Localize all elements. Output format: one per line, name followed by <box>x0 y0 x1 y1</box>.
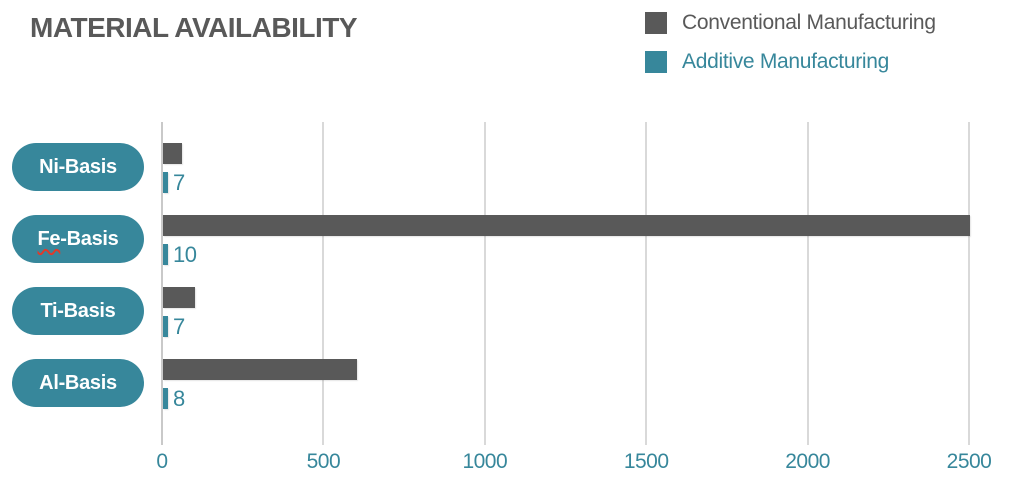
category-pill-label: Ti-Basis <box>40 299 116 322</box>
additive-bar <box>163 244 168 265</box>
additive-swatch-icon <box>645 51 667 73</box>
additive-value-label: 7 <box>173 170 185 195</box>
gridline <box>968 122 970 445</box>
category-pill: Fe-Basis <box>12 215 144 263</box>
x-tick-label: 0 <box>156 450 168 473</box>
legend-item-conventional: Conventional Manufacturing <box>645 11 936 34</box>
legend-item-additive: Additive Manufacturing <box>645 50 936 73</box>
additive-bar <box>163 388 168 409</box>
x-tick-label: 1000 <box>462 450 508 473</box>
additive-bar <box>163 316 168 337</box>
spellcheck-squiggle: Fe <box>37 227 61 250</box>
category-pill: Al-Basis <box>12 359 144 407</box>
additive-value-label: 7 <box>173 314 185 339</box>
additive-value-label: 10 <box>173 242 197 267</box>
category-pill: Ti-Basis <box>12 287 144 335</box>
conventional-bar <box>163 143 182 164</box>
category-pill-label: Al-Basis <box>39 371 117 394</box>
category-pill-label: Ni-Basis <box>39 155 117 178</box>
x-tick-label: 1500 <box>623 450 669 473</box>
gridline <box>483 122 486 445</box>
conventional-bar <box>163 215 970 236</box>
x-tick-label: 2000 <box>785 450 830 473</box>
legend-label-additive: Additive Manufacturing <box>682 50 890 73</box>
additive-bar <box>163 172 168 193</box>
conventional-swatch-icon <box>645 12 667 34</box>
legend: Conventional Manufacturing Additive Manu… <box>645 11 936 73</box>
category-pill: Ni-Basis <box>12 143 144 191</box>
axis-line <box>161 122 163 445</box>
conventional-bar <box>163 287 195 308</box>
conventional-bar <box>163 359 357 380</box>
gridline <box>806 122 809 445</box>
legend-label-conventional: Conventional Manufacturing <box>682 11 936 34</box>
x-tick-label: 2500 <box>946 450 992 473</box>
x-tick-label: 500 <box>306 450 341 473</box>
category-pill-label: Fe-Basis <box>37 227 119 250</box>
additive-value-label: 8 <box>173 386 185 411</box>
gridline <box>645 122 648 445</box>
gridline <box>322 122 325 445</box>
chart-title: MATERIAL AVAILABILITY <box>30 12 358 43</box>
